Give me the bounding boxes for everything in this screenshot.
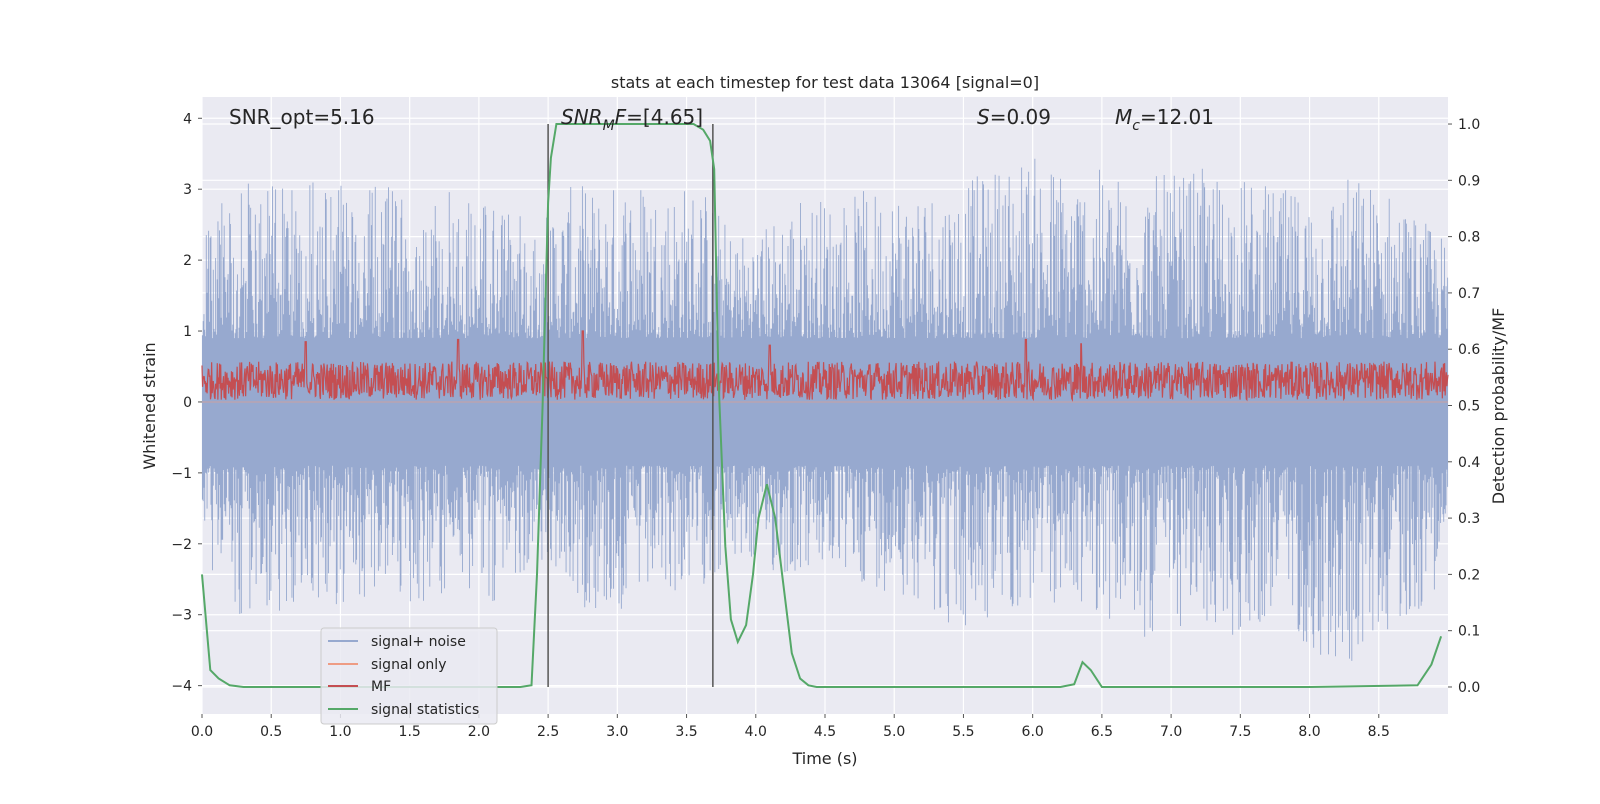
legend-box: [320, 627, 498, 725]
x-tick-label-14: 7.0: [1160, 724, 1182, 740]
mc-value: =12.01: [1140, 105, 1214, 129]
y-right-tick-label-0: 0.0: [1458, 680, 1480, 696]
chart-title: stats at each timestep for test data 130…: [611, 73, 1039, 92]
y-right-tick-label-4: 0.4: [1458, 455, 1480, 471]
snr-mf-annotation: SNRMF=[4.65]: [561, 105, 703, 134]
y-right-tick-label-5: 0.5: [1458, 399, 1480, 415]
x-tick-label-13: 6.5: [1091, 724, 1113, 740]
legend-label-signal-statistics: signal statistics: [371, 702, 479, 718]
y-tick-label-7: 3: [183, 182, 192, 198]
x-tick-label-15: 7.5: [1229, 724, 1251, 740]
y-right-tick-label-10: 1.0: [1458, 117, 1480, 133]
legend-label-signal-only: signal only: [371, 657, 446, 673]
mf-series: [201, 330, 1449, 403]
y-tick-label-8: 4: [183, 111, 192, 127]
x-tick-label-6: 3.0: [606, 724, 628, 740]
x-tick-label-3: 1.5: [399, 724, 421, 740]
mc-sub: c: [1132, 118, 1140, 134]
y-tick-label-1: −3: [171, 608, 192, 624]
legend: signal+ noise signal only MF signal stat…: [320, 627, 498, 725]
y-right-tick-label-1: 0.1: [1458, 624, 1480, 640]
y-tick-label-2: −2: [171, 537, 192, 553]
snr-mf-value: =[4.65]: [626, 105, 703, 129]
s-symbol: S: [977, 105, 990, 129]
y-tick-label-0: −4: [171, 679, 192, 695]
y-right-tick-label-8: 0.8: [1458, 230, 1480, 246]
x-tick-label-5: 2.5: [537, 724, 559, 740]
x-tick-label-7: 3.5: [675, 724, 697, 740]
x-tick-label-17: 8.5: [1368, 724, 1390, 740]
legend-label-signal-noise: signal+ noise: [371, 634, 466, 650]
x-tick-label-9: 4.5: [814, 724, 836, 740]
x-tick-label-11: 5.5: [952, 724, 974, 740]
s-annotation: S=0.09: [977, 105, 1051, 129]
s-value: =0.09: [990, 105, 1051, 129]
y-right-axis-label: Detection probability/MF: [1489, 308, 1508, 505]
y-tick-label-5: 1: [183, 324, 192, 340]
snr-mf-sub: M: [603, 118, 615, 134]
x-tick-label-4: 2.0: [468, 724, 490, 740]
x-tick-label-10: 5.0: [883, 724, 905, 740]
x-tick-label-2: 1.0: [329, 724, 351, 740]
ticks: 0.0 0.5 1.0 1.5 2.0 2.5 3.0 3.5 4.0 4.5 5.0 5.5 6.0 6…: [171, 111, 1480, 740]
x-tick-label-16: 8.0: [1298, 724, 1320, 740]
mc-annotation: Mc=12.01: [1115, 105, 1214, 134]
x-tick-label-12: 6.0: [1022, 724, 1044, 740]
y-right-tick-label-2: 0.2: [1458, 567, 1480, 583]
mf-trace: [201, 330, 1449, 403]
y-axis-label: Whitened strain: [140, 342, 159, 469]
y-tick-label-4: 0: [183, 395, 192, 411]
x-tick-label-1: 0.5: [260, 724, 282, 740]
y-right-tick-label-7: 0.7: [1458, 286, 1480, 302]
x-tick-label-8: 4.0: [745, 724, 767, 740]
y-right-tick-label-6: 0.6: [1458, 342, 1480, 358]
x-axis-label: Time (s): [791, 749, 857, 768]
mc-symbol: M: [1115, 105, 1132, 129]
snr-mf-tail: F: [615, 105, 627, 129]
legend-label-mf: MF: [371, 679, 391, 695]
y-tick-label-6: 2: [183, 253, 192, 269]
y-tick-label-3: −1: [171, 466, 192, 482]
y-right-tick-label-3: 0.3: [1458, 511, 1480, 527]
snr-opt-annotation: SNR_opt=5.16: [229, 105, 375, 129]
x-tick-label-0: 0.0: [191, 724, 213, 740]
y-right-tick-label-9: 0.9: [1458, 173, 1480, 189]
snr-mf-symbol: SNR: [561, 105, 603, 129]
